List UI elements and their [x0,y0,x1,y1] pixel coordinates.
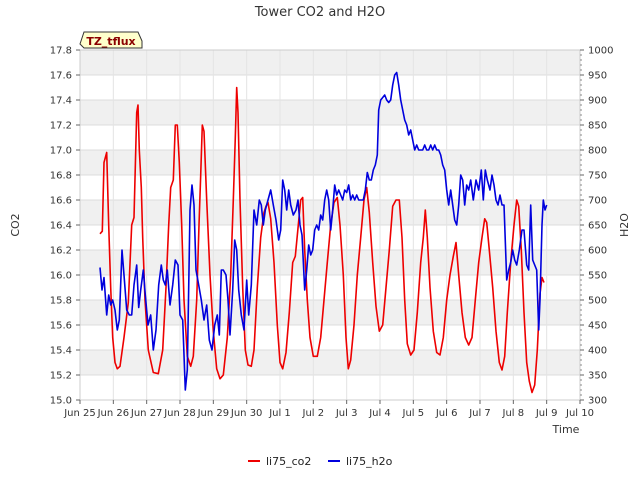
y-left-tick-label: 15.6 [50,321,72,332]
y-right-tick-label: 450 [588,321,607,332]
plot-band [80,150,580,175]
x-tick-label: Jun 26 [97,408,130,419]
y-axis-right-label: H2O [618,213,631,237]
plot-band [80,350,580,375]
y-right-tick-label: 850 [588,121,607,132]
y-right-tick-label: 550 [588,271,607,282]
x-tick-label: Jun 28 [163,408,196,419]
y-axis-left-ticks: 15.0 15.2 15.4 15.6 15.8 16.0 16.2 16.4 16.6 16.8… [50,46,80,407]
y-right-tick-label: 700 [588,196,607,207]
y-left-tick-label: 17.8 [50,46,72,57]
series-lines [99,71,548,394]
y-right-tick-label: 350 [588,371,607,382]
x-axis-label: Time [552,423,580,436]
y-right-tick-label: 750 [588,171,607,182]
x-tick-label: Jul 4 [368,408,391,419]
y-axis-right-ticks: 300 350 400 450 500 550 600 650 700 750 800 850 900 9… [580,46,613,407]
x-axis-ticks: Jun 25 Jun 26 Jun 27 Jun 28 Jun 29 Jun 30 Jul … [63,400,594,419]
x-tick-label: Jul 3 [335,408,358,419]
y-left-tick-label: 15.0 [50,396,72,407]
x-tick-label: Jun 25 [63,408,96,419]
y-right-tick-label: 650 [588,221,607,232]
x-tick-label: Jun 27 [130,408,163,419]
x-tick-label: Jul 5 [402,408,425,419]
y-right-tick-label: 800 [588,146,607,157]
x-tick-label: Jul 8 [502,408,525,419]
y-right-tick-label: 950 [588,71,607,82]
y-left-tick-label: 17.2 [50,121,72,132]
y-right-tick-label: 300 [588,396,607,407]
y-left-tick-label: 15.8 [50,296,72,307]
plot-band [80,250,580,275]
y-left-tick-label: 16.0 [50,271,72,282]
y-left-tick-label: 15.2 [50,371,72,382]
chart-title: Tower CO2 and H2O [254,5,385,20]
y-left-tick-label: 17.6 [50,71,72,82]
series-line-li75_co2 [99,86,545,394]
plot-band [80,50,580,75]
x-tick-label: Jul 2 [302,408,325,419]
plot-background-bands [80,50,580,375]
y-left-tick-label: 16.6 [50,196,72,207]
y-left-tick-label: 17.0 [50,146,72,157]
y-left-tick-label: 15.4 [50,346,72,357]
site-badge-shape [79,31,143,49]
y-axis-left-label: CO2 [9,213,22,236]
x-tick-label: Jul 1 [268,408,291,419]
y-left-tick-label: 16.4 [50,221,72,232]
x-tick-label: Jul 9 [535,408,558,419]
x-tick-label: Jul 6 [435,408,458,419]
legend-label-co2: li75_co2 [266,455,311,468]
y-left-tick-label: 16.8 [50,171,72,182]
x-tick-label: Jun 30 [230,408,263,419]
x-tick-label: Jul 7 [468,408,491,419]
y-right-tick-label: 400 [588,346,607,357]
y-right-tick-label: 1000 [588,46,613,57]
x-tick-label: Jun 29 [197,408,230,419]
y-right-tick-label: 900 [588,96,607,107]
chart-legend: li75_co2 li75_h2o [248,455,393,468]
y-left-tick-label: 16.2 [50,246,72,257]
y-left-tick-label: 17.4 [50,96,72,107]
legend-label-h2o: li75_h2o [346,455,393,468]
x-tick-label: Jul 10 [565,408,594,419]
series-line-li75_h2o [99,71,548,391]
site-badge: TZ_tflux [79,31,143,49]
plot-band [80,100,580,125]
y-right-tick-label: 500 [588,296,607,307]
site-badge-label: TZ_tflux [86,35,135,48]
y-right-tick-label: 600 [588,246,607,257]
plot-band [80,300,580,325]
